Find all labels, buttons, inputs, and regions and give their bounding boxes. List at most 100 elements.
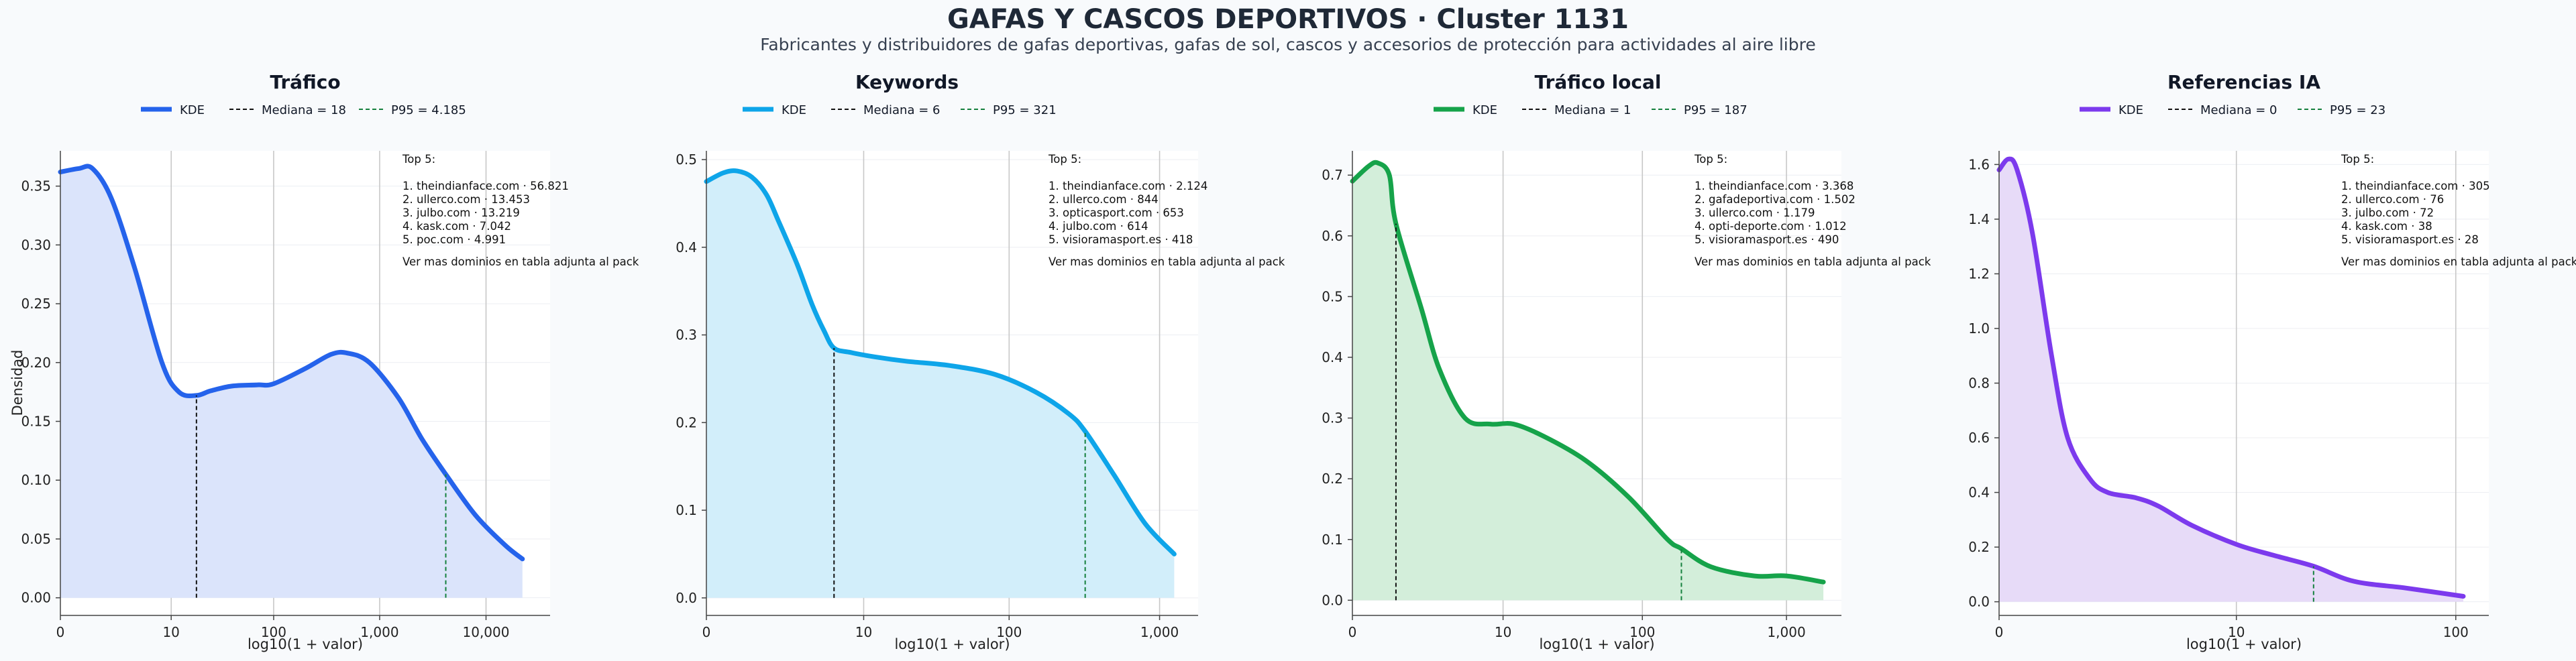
top5-item: 2. ullerco.com · 76 <box>2341 193 2444 206</box>
y-tick-label: 0.1 <box>676 502 697 518</box>
top5-item: 4. julbo.com · 614 <box>1049 220 1148 233</box>
kde-area <box>60 166 523 598</box>
top5-header: Top 5: <box>1048 153 1081 166</box>
legend-p95-label: P95 = 187 <box>1684 103 1748 117</box>
top5-item: 3. julbo.com · 72 <box>2341 206 2434 219</box>
y-tick-label: 1.2 <box>1968 265 1990 282</box>
legend: KDE Mediana = 1 P95 = 187 <box>1434 103 1748 117</box>
figure-subtitle: Fabricantes y distribuidores de gafas de… <box>760 35 1816 54</box>
panel-title: Tráfico local <box>1535 71 1662 93</box>
y-tick-label: 0.3 <box>676 327 697 343</box>
legend-kde-label: KDE <box>1472 103 1497 117</box>
x-tick-label: 0 <box>1995 624 2004 640</box>
top5-item: 1. theindianface.com · 2.124 <box>1049 180 1208 192</box>
y-axis-label: Densidad <box>9 350 25 416</box>
x-axis-label: log10(1 + valor) <box>2186 636 2302 652</box>
y-tick-label: 0.2 <box>1968 539 1990 555</box>
y-tick-label: 1.4 <box>1968 211 1990 227</box>
legend-p95-label: P95 = 23 <box>2330 103 2385 117</box>
y-tick-label: 0.25 <box>21 296 51 312</box>
y-tick-label: 0.0 <box>1968 594 1990 610</box>
x-axis-label: log10(1 + valor) <box>248 636 363 652</box>
top5-item: 4. kask.com · 38 <box>2341 220 2432 233</box>
y-tick-label: 0.0 <box>1322 592 1343 608</box>
y-tick-label: 0.4 <box>1968 485 1990 501</box>
legend-p95-label: P95 = 321 <box>993 103 1057 117</box>
top5-item: 3. opticasport.com · 653 <box>1049 206 1184 219</box>
x-tick-label: 1,000 <box>1140 624 1179 640</box>
x-tick-label: 100 <box>1629 624 1655 640</box>
x-tick-label: 0 <box>702 624 711 640</box>
kde-curve <box>58 164 525 562</box>
kde-area <box>1999 159 2463 602</box>
legend-p95-label: P95 = 4.185 <box>391 103 466 117</box>
y-tick-label: 0.8 <box>1968 375 1990 392</box>
panel-title: Keywords <box>855 71 959 93</box>
y-tick-label: 0.30 <box>21 237 51 253</box>
top5-item: 2. ullerco.com · 13.453 <box>402 193 530 206</box>
legend-kde-label: KDE <box>2118 103 2143 117</box>
legend-median-label: Mediana = 18 <box>262 103 346 117</box>
y-tick-label: 0.20 <box>21 355 51 371</box>
x-tick-label: 0 <box>1348 624 1357 640</box>
y-tick-label: 1.6 <box>1968 156 1990 172</box>
top5-item: 5. visioramasport.es · 490 <box>1695 233 1839 246</box>
top5-item: 2. ullerco.com · 844 <box>1049 193 1159 206</box>
kde-curve <box>704 168 1177 556</box>
x-tick-label: 10 <box>2228 624 2245 640</box>
x-tick-label: 10,000 <box>463 624 510 640</box>
legend: KDE Mediana = 0 P95 = 23 <box>2080 103 2385 117</box>
legend: KDE Mediana = 6 P95 = 321 <box>743 103 1057 117</box>
top5-header: Top 5: <box>2341 153 2374 166</box>
top5-footer-note: Ver mas dominios en tabla adjunta al pac… <box>2341 255 2576 268</box>
top5-item: 5. poc.com · 4.991 <box>402 233 506 246</box>
y-tick-label: 0.05 <box>21 531 51 547</box>
legend: KDE Mediana = 18 P95 = 4.185 <box>141 103 466 117</box>
y-tick-label: 0.6 <box>1322 228 1343 244</box>
kde-curve <box>1996 156 2466 599</box>
y-tick-label: 0.7 <box>1322 167 1343 183</box>
x-axis-label: log10(1 + valor) <box>894 636 1010 652</box>
x-tick-label: 100 <box>2443 624 2469 640</box>
x-tick-label: 100 <box>261 624 286 640</box>
panel-title: Tráfico <box>270 71 340 93</box>
y-tick-label: 0.5 <box>1322 288 1343 304</box>
y-tick-label: 0.0 <box>676 590 697 606</box>
x-tick-label: 1,000 <box>1767 624 1805 640</box>
y-tick-label: 1.0 <box>1968 320 1990 337</box>
y-tick-label: 0.35 <box>21 178 51 194</box>
top5-item: 1. theindianface.com · 56.821 <box>402 180 569 192</box>
legend-kde-label: KDE <box>180 103 205 117</box>
top5-item: 1. theindianface.com · 3.368 <box>1695 180 1854 192</box>
x-axis-label: log10(1 + valor) <box>1539 636 1654 652</box>
kde-curve <box>1350 160 1826 585</box>
x-tick-label: 100 <box>996 624 1022 640</box>
top5-item: 3. ullerco.com · 1.179 <box>1695 206 1815 219</box>
y-tick-label: 0.2 <box>676 414 697 430</box>
legend-median-label: Mediana = 0 <box>2200 103 2277 117</box>
y-tick-label: 0.4 <box>676 239 697 255</box>
y-tick-label: 0.5 <box>676 152 697 168</box>
kde-area <box>706 170 1175 598</box>
y-tick-label: 0.15 <box>21 414 51 430</box>
top5-item: 1. theindianface.com · 305 <box>2341 180 2490 192</box>
x-tick-label: 10 <box>855 624 872 640</box>
top5-item: 3. julbo.com · 13.219 <box>402 206 520 219</box>
top5-header: Top 5: <box>1694 153 1727 166</box>
panel-title: Referencias IA <box>2167 71 2320 93</box>
top5-item: 4. kask.com · 7.042 <box>402 220 511 233</box>
legend-median-label: Mediana = 6 <box>863 103 940 117</box>
y-tick-label: 0.6 <box>1968 430 1990 446</box>
top5-footer-note: Ver mas dominios en tabla adjunta al pac… <box>1049 255 1285 268</box>
x-tick-label: 10 <box>1495 624 1511 640</box>
x-tick-label: 0 <box>56 624 65 640</box>
y-tick-label: 0.4 <box>1322 349 1343 365</box>
top5-header: Top 5: <box>402 153 435 166</box>
top5-item: 4. opti-deporte.com · 1.012 <box>1695 220 1847 233</box>
top5-footer-note: Ver mas dominios en tabla adjunta al pac… <box>402 255 639 268</box>
top5-item: 5. visioramasport.es · 418 <box>1049 233 1193 246</box>
